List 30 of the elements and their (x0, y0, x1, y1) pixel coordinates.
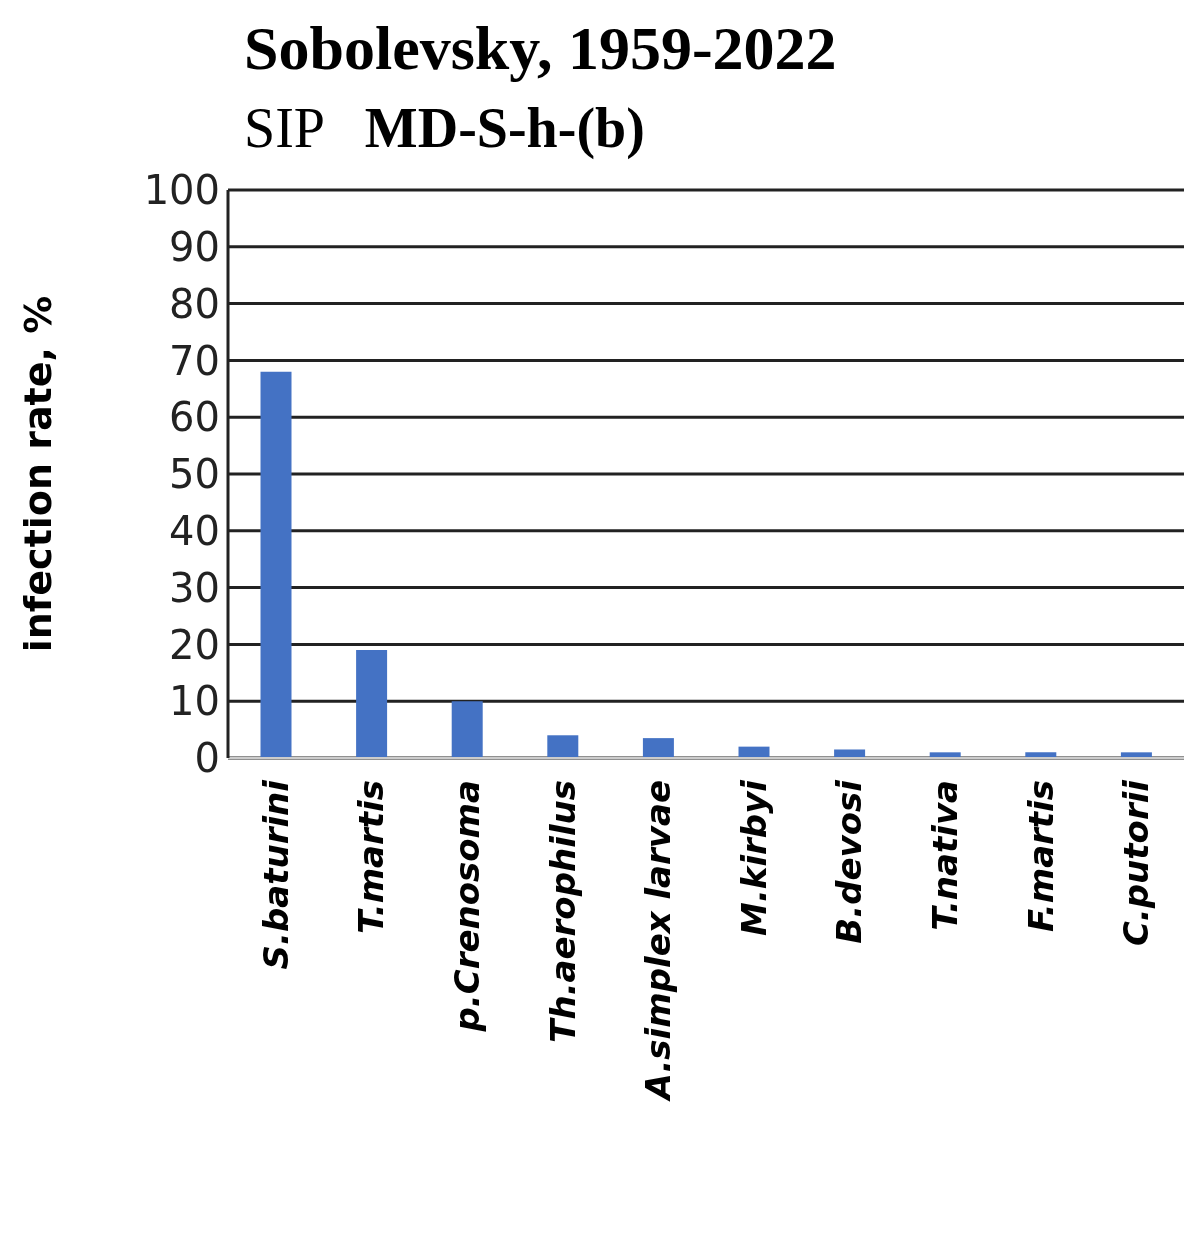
bar (451, 701, 483, 758)
bar (834, 749, 866, 758)
y-tick-label: 40 (169, 508, 220, 554)
y-axis-title: infection rate, % (16, 295, 61, 653)
y-tick-label: 30 (169, 564, 220, 611)
x-tick-label: p.Crenosoma (447, 780, 487, 1033)
x-tick-label: Th.aerophilus (542, 780, 583, 1043)
y-tick-label: 70 (169, 337, 220, 384)
x-tick-label: T.martis (351, 780, 392, 934)
y-tick-label: 90 (169, 224, 220, 270)
x-tick-label: F.martis (1020, 780, 1061, 932)
bar (642, 738, 674, 758)
y-tick-label: 10 (169, 678, 220, 725)
y-tick-label: 100 (143, 167, 220, 214)
x-tick-label: M.kirbyi (733, 778, 774, 936)
bar (260, 371, 292, 758)
bar (356, 650, 388, 758)
y-tick-label: 0 (194, 735, 220, 782)
bar (547, 735, 579, 758)
y-tick-label: 20 (169, 621, 220, 668)
chart-subtitle: SIP MD-S-h-(b) (244, 97, 645, 159)
y-tick-label: 80 (169, 280, 220, 327)
y-tick-label: 50 (169, 451, 220, 498)
x-tick-label: T.nativa (925, 780, 965, 931)
y-tick-label: 60 (169, 394, 220, 441)
x-tick-label: S.baturini (255, 778, 296, 970)
x-tick-label: B.devosi (829, 778, 870, 944)
x-tick-label: C.putorii (1116, 778, 1157, 947)
x-tick-label: A.simplex larvae (638, 780, 679, 1103)
chart-title: Sobolevsky, 1959-2022 (244, 13, 838, 84)
